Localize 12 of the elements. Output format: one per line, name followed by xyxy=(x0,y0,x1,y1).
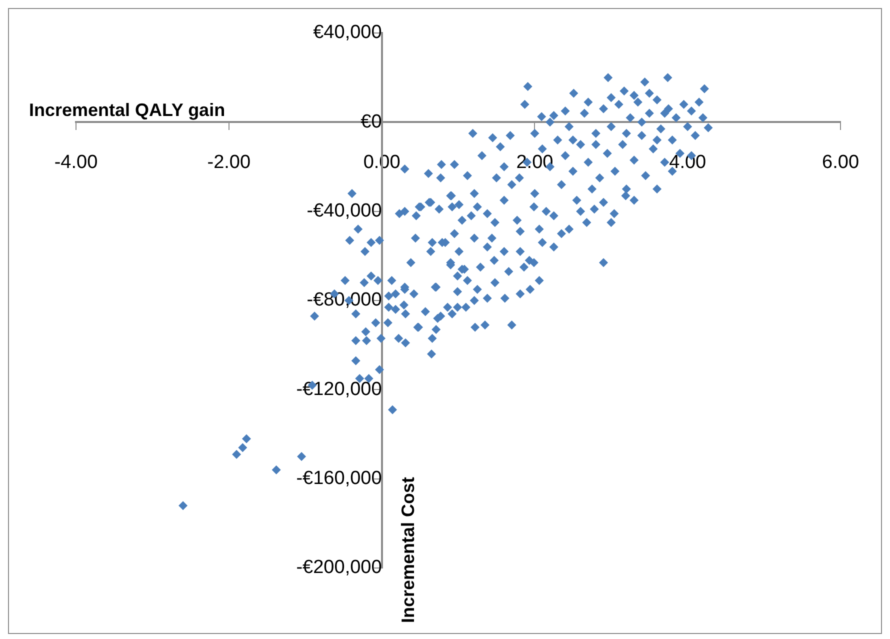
y-tick-label: €40,000 xyxy=(313,22,382,44)
y-tick-label: €0 xyxy=(360,111,382,132)
x-tick-label: 6.00 xyxy=(822,152,859,173)
y-tick-label: -€120,000 xyxy=(296,378,382,400)
y-axis-title: Incremental Cost xyxy=(398,476,418,623)
y-tick-label: -€80,000 xyxy=(306,290,382,311)
y-tick-label: -€40,000 xyxy=(306,200,382,222)
y-tick-label: -€160,000 xyxy=(296,468,382,490)
x-axis-title: Incremental QALY gain xyxy=(29,100,226,120)
x-tick-label: -2.00 xyxy=(207,152,251,173)
x-tick-label: -4.00 xyxy=(54,152,98,173)
y-tick-label: -€200,000 xyxy=(296,557,382,578)
